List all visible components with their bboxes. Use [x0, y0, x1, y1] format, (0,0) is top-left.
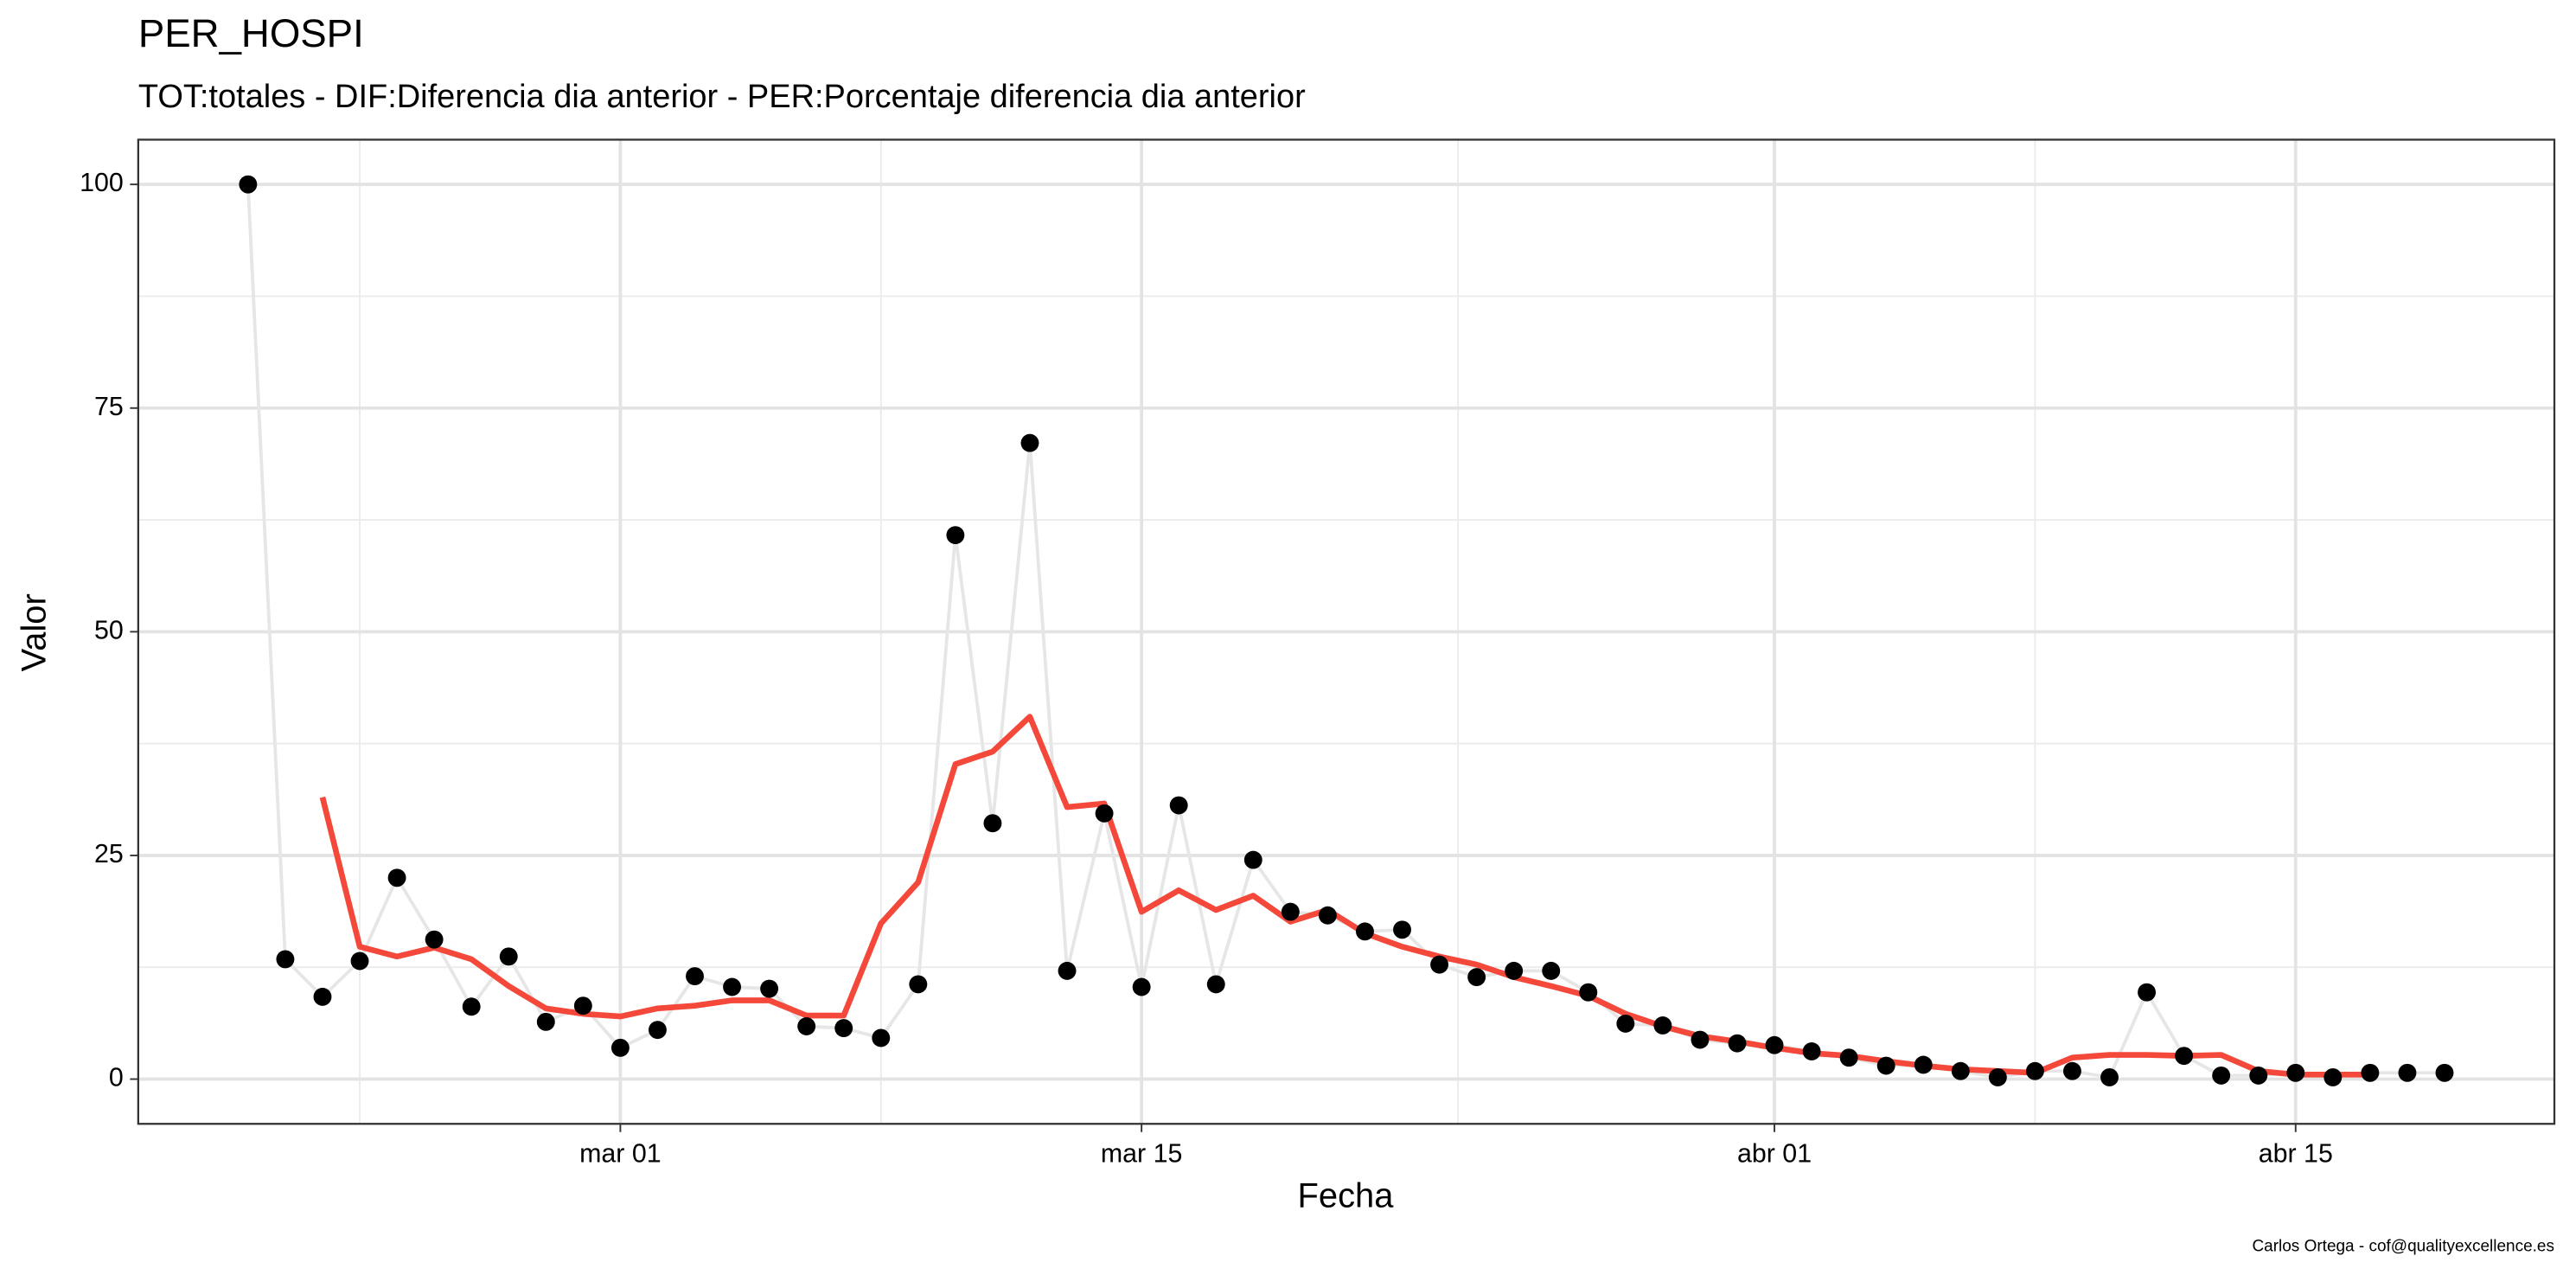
data-point: [2063, 1061, 2081, 1080]
data-point: [946, 526, 965, 545]
data-point: [2435, 1063, 2454, 1082]
data-point: [462, 997, 481, 1016]
data-point: [1876, 1056, 1895, 1075]
y-tick-label: 50: [94, 615, 124, 644]
data-point: [760, 979, 779, 998]
data-point: [797, 1017, 816, 1035]
data-point: [610, 1038, 630, 1057]
data-point: [1839, 1048, 1858, 1067]
x-tick-label: abr 15: [2259, 1138, 2333, 1168]
data-point: [2398, 1063, 2417, 1082]
data-point: [2361, 1063, 2380, 1082]
data-point: [2212, 1066, 2231, 1085]
data-point: [1802, 1042, 1821, 1060]
x-tick-label: abr 01: [1737, 1138, 1812, 1168]
caption: Carlos Ortega - cof@qualityexcellence.es: [2252, 1238, 2554, 1256]
data-point: [276, 950, 295, 969]
data-point: [1914, 1055, 1933, 1074]
data-point: [2286, 1063, 2305, 1082]
data-point: [1243, 850, 1262, 869]
data-point: [1430, 955, 1449, 974]
panel-border: [137, 138, 2556, 1125]
data-point: [1020, 433, 1039, 452]
data-point: [686, 967, 704, 986]
data-point: [387, 868, 406, 887]
data-point: [499, 947, 518, 966]
data-point: [1206, 975, 1225, 994]
data-point: [1318, 906, 1337, 925]
data-point: [723, 977, 742, 996]
data-point: [1691, 1030, 1710, 1049]
data-point: [425, 930, 444, 949]
data-point: [983, 814, 1002, 833]
data-point: [1356, 922, 1374, 941]
data-point: [1728, 1034, 1747, 1053]
data-point: [2100, 1068, 2119, 1086]
data-point: [239, 175, 258, 194]
data-point: [1169, 796, 1188, 815]
data-point: [1505, 961, 1524, 980]
x-tick-label: mar 15: [1101, 1138, 1183, 1168]
data-point: [2175, 1047, 2194, 1066]
data-point: [2324, 1068, 2343, 1086]
grid: [137, 139, 2555, 1124]
data-point: [649, 1021, 667, 1040]
data-point: [834, 1019, 853, 1038]
y-tick-label: 100: [80, 168, 124, 197]
data-point: [573, 996, 592, 1016]
data-point: [909, 975, 928, 994]
data-point: [1095, 804, 1114, 823]
y-tick-label: 0: [109, 1063, 124, 1092]
data-point: [1988, 1068, 2007, 1086]
data-point: [313, 987, 332, 1006]
data-point: [1579, 983, 1598, 1002]
x-tick-label: mar 01: [579, 1138, 662, 1168]
data-point: [1616, 1014, 1635, 1033]
chart-title: PER_HOSPI: [138, 11, 364, 55]
data-point: [2138, 983, 2157, 1002]
y-axis-label: Valor: [16, 593, 54, 671]
data-point: [1393, 920, 1411, 939]
data-point: [872, 1028, 891, 1048]
x-axis-label: Fecha: [1298, 1176, 1395, 1214]
data-point: [2249, 1066, 2268, 1085]
chart-subtitle: TOT:totales - DIF:Diferencia dia anterio…: [138, 79, 1306, 115]
data-point: [1542, 961, 1561, 980]
data-point: [1951, 1061, 1970, 1080]
data-point: [1281, 902, 1300, 921]
data-point: [1058, 961, 1077, 980]
data-point: [1653, 1016, 1672, 1035]
data-point: [536, 1012, 555, 1031]
y-tick-label: 75: [94, 392, 124, 421]
data-point: [2025, 1061, 2044, 1080]
data-point: [1132, 977, 1151, 996]
data-point: [350, 951, 369, 971]
data-point: [1467, 968, 1486, 987]
y-tick-label: 25: [94, 839, 124, 868]
data-point: [1765, 1035, 1784, 1054]
